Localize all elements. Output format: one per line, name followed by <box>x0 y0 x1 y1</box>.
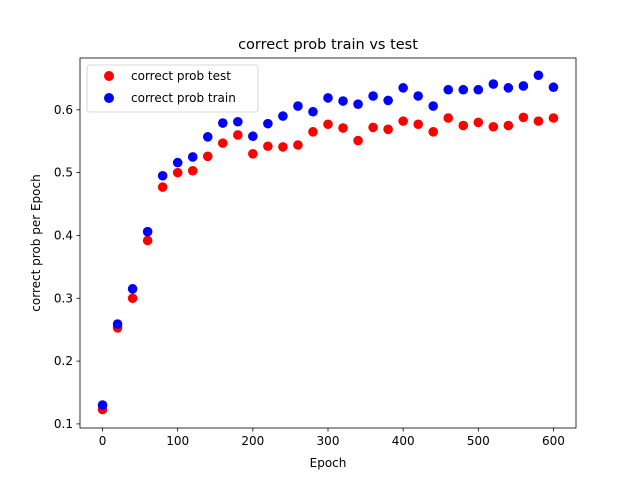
correct-prob-test-point-15 <box>323 119 333 130</box>
correct-prob-train-point-20 <box>398 83 408 93</box>
correct-prob-test-point-14 <box>308 127 318 137</box>
y-tick-label-1: 0.2 <box>54 354 73 368</box>
correct-prob-test-point-18 <box>368 122 378 133</box>
correct-prob-train-point-21 <box>413 91 423 101</box>
x-tick-label-0: 0 <box>99 434 107 448</box>
correct-prob-test-point-6 <box>187 165 198 176</box>
correct-prob-train-point-10 <box>248 131 258 142</box>
correct-prob-test-point-9 <box>233 130 243 140</box>
correct-prob-test-point-10 <box>248 148 258 159</box>
correct-prob-train-point-6 <box>187 152 198 162</box>
axis-ticks: 0 100 200 300 400 500 600 0.1 0.2 0.3 0.4 0.5 0.6 <box>54 103 565 448</box>
correct-prob-train-point-2 <box>127 284 138 294</box>
correct-prob-test-point-24 <box>458 120 469 131</box>
plot-area <box>80 58 576 428</box>
chart-title: correct prob train vs test <box>238 37 418 53</box>
correct-prob-train-point-18 <box>368 91 378 101</box>
correct-prob-test-point-17 <box>353 135 363 146</box>
x-tick-label-5: 500 <box>467 434 490 448</box>
correct-prob-train-point-3 <box>142 226 153 237</box>
correct-prob-train-point-26 <box>488 79 499 89</box>
correct-prob-train-point-22 <box>428 101 439 111</box>
x-tick-label-3: 300 <box>317 434 340 448</box>
correct-prob-train-point-7 <box>202 132 213 142</box>
correct-prob-train-point-16 <box>338 96 348 106</box>
correct-prob-test-point-21 <box>413 119 423 130</box>
correct-prob-train-point-12 <box>278 111 288 121</box>
correct-prob-test-point-2 <box>127 293 138 304</box>
x-tick-label-6: 600 <box>542 434 565 448</box>
correct-prob-train-point-9 <box>233 116 243 127</box>
y-axis-label: correct prob per Epoch <box>29 174 43 311</box>
legend-marker-train <box>104 93 114 103</box>
correct-prob-train-point-0 <box>97 400 108 410</box>
correct-prob-train-point-8 <box>217 118 228 128</box>
correct-prob-test-point-4 <box>157 182 168 192</box>
correct-prob-test-point-5 <box>172 167 183 178</box>
correct-prob-train-point-13 <box>293 101 303 111</box>
correct-prob-test-point-16 <box>338 123 348 133</box>
correct-prob-test-point-12 <box>278 142 288 152</box>
correct-prob-test-point-26 <box>488 121 499 132</box>
correct-prob-train-point-4 <box>157 170 168 181</box>
correct-prob-test-point-23 <box>443 113 454 123</box>
correct-prob-train-point-30 <box>548 82 559 93</box>
correct-prob-test-point-19 <box>383 124 393 135</box>
x-tick-label-2: 200 <box>241 434 264 448</box>
correct-prob-train-point-24 <box>458 84 469 95</box>
correct-prob-train-point-15 <box>323 93 333 103</box>
correct-prob-train-point-11 <box>263 118 273 129</box>
correct-prob-train-point-19 <box>383 95 393 106</box>
correct-prob-test-point-27 <box>503 120 514 131</box>
correct-prob-test-point-3 <box>142 235 153 246</box>
correct-prob-test-point-20 <box>398 116 408 126</box>
correct-prob-train-point-25 <box>473 84 484 95</box>
y-tick-label-3: 0.4 <box>54 228 73 242</box>
legend-marker-test <box>104 71 114 81</box>
plot-frame <box>79 57 577 429</box>
x-tick-label-1: 100 <box>166 434 189 448</box>
correct-prob-train-point-28 <box>518 81 529 91</box>
correct-prob-train-point-1 <box>112 319 123 329</box>
correct-prob-train-point-5 <box>172 157 183 168</box>
y-tick-label-2: 0.3 <box>54 291 73 305</box>
legend-label-train: correct prob train <box>131 91 236 105</box>
y-tick-label-4: 0.5 <box>54 166 73 180</box>
data-points <box>97 70 559 415</box>
correct-prob-train-point-17 <box>353 99 363 109</box>
y-tick-label-5: 0.6 <box>54 103 73 117</box>
legend-label-test: correct prob test <box>131 69 231 83</box>
legend-box <box>86 64 259 113</box>
x-tick-label-4: 400 <box>392 434 415 448</box>
correct-prob-train-point-14 <box>308 106 318 117</box>
correct-prob-train-point-27 <box>503 83 514 93</box>
x-axis-label: Epoch <box>310 456 347 470</box>
correct-prob-train-point-23 <box>443 84 454 95</box>
correct-prob-train-point-29 <box>533 70 544 81</box>
correct-prob-test-point-13 <box>293 140 303 150</box>
correct-prob-test-point-25 <box>473 117 484 128</box>
correct-prob-test-point-28 <box>518 112 529 123</box>
correct-prob-test-point-29 <box>533 116 544 126</box>
correct-prob-test-point-11 <box>263 141 273 152</box>
legend: correct prob test correct prob train <box>86 64 259 113</box>
correct-prob-test-point-30 <box>548 113 559 123</box>
correct-prob-test-point-8 <box>217 138 228 148</box>
correct-prob-test-point-7 <box>202 151 213 162</box>
y-tick-label-0: 0.1 <box>54 417 73 431</box>
correct-prob-test-point-22 <box>428 127 439 137</box>
